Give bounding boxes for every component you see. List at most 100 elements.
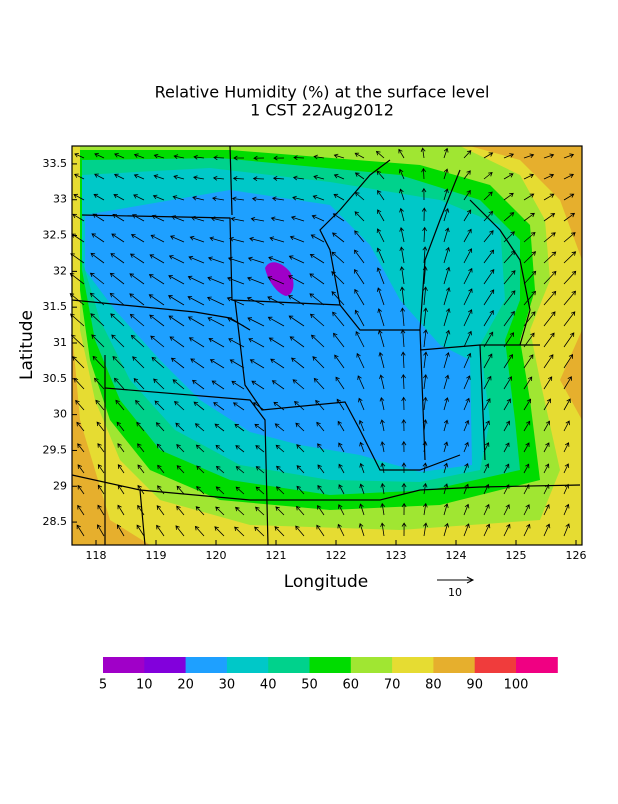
wind-arrow [195,506,205,516]
wind-arrow [380,482,386,495]
colorbar-box [103,657,145,673]
wind-arrow [89,272,105,285]
wind-arrow [268,256,285,264]
wind-arrow [315,399,325,411]
wind-arrow [288,255,305,264]
wind-arrow [355,331,365,348]
wind-arrow [229,359,245,369]
wind-arrow [359,503,365,516]
wind-arrow [93,193,105,201]
wind-arrow [109,272,125,285]
wind-arrow [543,213,556,222]
wind-arrow [132,214,145,222]
wind-arrow [133,378,145,390]
wind-arrow [563,270,577,285]
wind-arrow [377,209,385,222]
wind-arrow [171,215,185,222]
wind-arrow [97,524,105,537]
map-frame [71,145,583,546]
wind-arrow [401,462,407,474]
wind-arrow [483,331,494,348]
wind-arrow [401,482,407,494]
wind-arrow [483,269,495,285]
wind-arrow [173,154,185,159]
wind-arrow [190,358,205,369]
wind-arrow [169,336,185,348]
wind-arrow [175,525,185,537]
y-tick-label: 30 [53,408,67,421]
wind-arrow [399,266,405,285]
contour-fill [72,146,582,545]
wind-arrow [231,380,245,390]
wind-arrow [317,504,325,516]
wind-arrow [331,232,345,243]
wind-arrow [249,236,265,243]
y-tick-label: 29 [53,479,67,492]
wind-arrow [523,290,536,306]
wind-arrow [168,275,185,285]
wind-arrow [77,504,85,516]
wind-arrow [543,523,551,537]
wind-arrow [354,191,365,201]
colorbar-label: 10 [136,678,153,693]
wind-arrow [563,376,572,390]
wind-arrow [153,153,165,159]
wind-arrow [316,524,325,537]
wind-arrow [359,441,365,453]
wind-arrow [193,154,205,160]
wind-arrow [111,233,125,243]
wind-arrow [523,354,534,369]
wind-arrow [421,207,427,222]
wind-arrow [77,464,85,474]
wind-arrow [483,442,490,453]
colorbar-box [226,657,269,673]
wind-arrow [168,255,185,264]
wind-arrow [422,396,428,411]
wind-arrow [380,522,385,537]
wind-arrow [213,402,225,411]
wind-arrow [150,234,165,243]
wind-arrow [443,188,449,201]
wind-arrow [543,251,557,264]
wind-arrow [207,317,225,327]
wind-arrow [117,484,125,495]
wind-arrow [543,232,556,243]
wind-arrow [187,275,205,285]
wind-arrow [176,465,185,474]
wind-arrow [338,504,345,516]
wind-arrow [75,399,85,411]
wind-arrow [133,194,145,201]
wind-arrow [187,296,205,306]
wind-arrow [523,270,537,285]
wind-arrow [331,251,345,264]
wind-arrow [503,310,515,327]
wind-arrow [148,274,165,285]
reference-vector-head [466,576,475,584]
wind-arrow [401,522,407,537]
wind-arrow [234,423,245,432]
wind-arrow [276,465,285,474]
wind-arrow [152,194,165,201]
wind-arrow [563,173,575,180]
wind-arrow [114,153,125,159]
wind-arrow [523,398,531,411]
wind-arrow [401,502,407,516]
wind-arrow [503,212,515,222]
wind-arrow [215,465,225,474]
wind-arrow [443,329,451,348]
wind-arrow [523,504,530,516]
wind-arrow [443,522,449,537]
wind-arrow [292,195,305,201]
wind-arrow [235,466,245,474]
wind-arrow [174,400,185,411]
wind-arrow [443,266,451,285]
wind-arrow [94,153,105,159]
wind-arrow [423,374,428,390]
wind-arrow [376,247,385,264]
wind-arrow [338,484,345,495]
wind-arrow [503,504,510,516]
wind-arrow [169,235,185,243]
wind-arrow [189,235,205,243]
wind-arrow [333,173,345,180]
wind-arrow [90,313,105,327]
